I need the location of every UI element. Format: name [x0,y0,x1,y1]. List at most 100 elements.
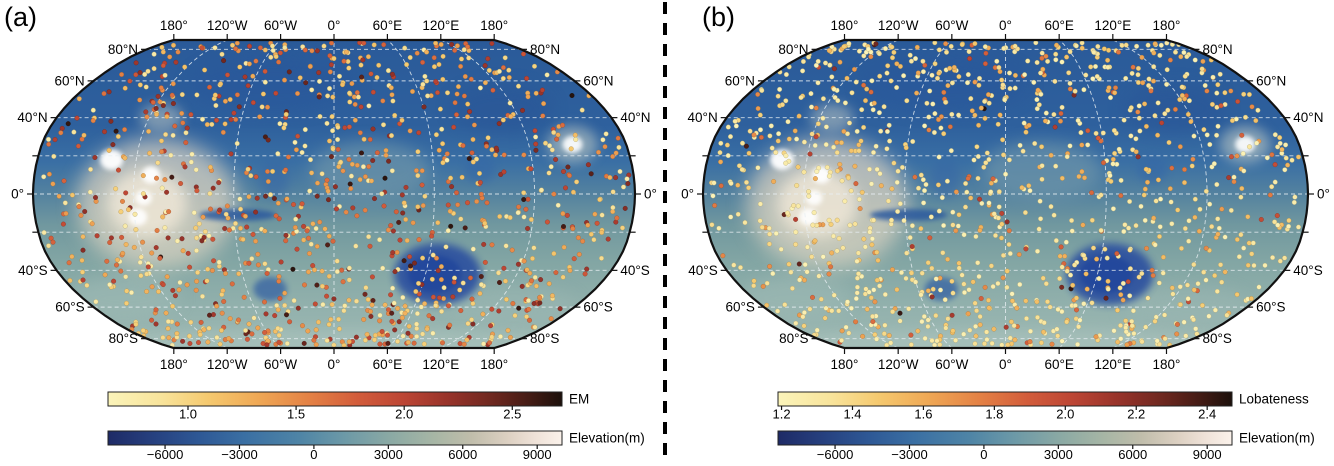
colorbar-value: 1.0 1.5 2.0 2.5EM [107,391,589,422]
data-point [478,282,484,288]
data-point [1014,305,1020,311]
data-point [783,160,789,166]
data-point [1134,43,1140,49]
data-point [841,44,847,50]
data-point [948,148,954,154]
data-point [1043,110,1049,116]
data-point [1059,284,1065,290]
data-point [1127,247,1133,253]
data-point [1072,262,1078,268]
data-point [395,338,401,344]
data-point [420,203,426,209]
data-point [929,265,935,271]
data-point [1245,262,1251,268]
data-point [1007,86,1013,92]
data-point [1123,318,1129,324]
data-point [222,121,228,127]
data-point [414,311,420,317]
data-point [1123,329,1129,335]
data-point [1039,176,1045,182]
data-point [502,55,508,61]
data-point [785,119,791,125]
data-point [953,189,959,195]
data-point [1133,223,1139,229]
data-point [1006,157,1012,163]
data-point [1191,287,1197,293]
data-point [975,153,981,160]
data-point [138,273,144,279]
data-point [834,150,840,156]
data-point [854,128,860,134]
data-point [981,341,988,347]
data-point [1128,133,1134,139]
data-point [177,279,183,286]
data-point [766,241,772,247]
data-point [353,334,359,340]
data-point [301,237,307,243]
data-point [422,193,428,199]
lat-label-right: 60°N [1256,73,1286,88]
data-point [1136,115,1142,121]
data-point [485,135,491,141]
data-point [219,51,225,57]
data-point [997,112,1003,118]
data-point [531,300,537,307]
data-point [210,185,216,191]
data-point [866,289,872,295]
data-point [1001,45,1007,51]
data-point [489,242,495,248]
data-point [862,98,869,104]
data-point [330,146,336,152]
data-point [944,178,950,184]
data-point [777,86,783,92]
data-point [50,181,56,187]
lat-label-left: 60°S [55,300,84,315]
data-point [211,258,217,264]
data-point [1053,238,1059,244]
data-point [953,337,959,343]
lat-label-right: 0° [644,187,657,202]
data-point [1209,224,1215,230]
data-point [973,233,979,240]
data-point [1186,218,1192,224]
data-point [430,294,436,300]
lat-label-left: 40°S [688,263,717,278]
data-point [936,70,942,76]
data-point [1148,88,1154,94]
data-point [51,153,57,159]
data-point [717,150,723,156]
data-point [1160,270,1166,276]
data-point [414,50,420,56]
data-point [1282,167,1288,173]
lon-label-bottom: 180° [831,357,859,372]
data-point [986,305,992,311]
data-point [1166,139,1172,146]
data-point [831,292,837,298]
data-point [221,58,227,64]
data-point [941,131,947,137]
data-point [341,58,347,64]
data-point [155,160,161,166]
data-point [167,54,173,60]
data-point [1154,338,1160,344]
data-point [407,254,413,260]
data-point [63,210,69,217]
data-point [269,43,276,49]
data-point [158,85,164,91]
data-point [894,61,900,67]
data-point [182,164,188,170]
data-point [515,261,521,267]
data-point [965,311,971,317]
data-point [314,282,320,288]
data-point [1185,296,1191,302]
data-point [189,151,195,157]
data-point [533,283,539,289]
data-point [888,217,895,223]
data-point [576,251,582,257]
data-point [1236,254,1242,260]
data-point [869,78,875,84]
data-point [421,341,427,347]
data-point [995,280,1001,287]
data-point [309,170,315,176]
data-point [842,100,848,106]
